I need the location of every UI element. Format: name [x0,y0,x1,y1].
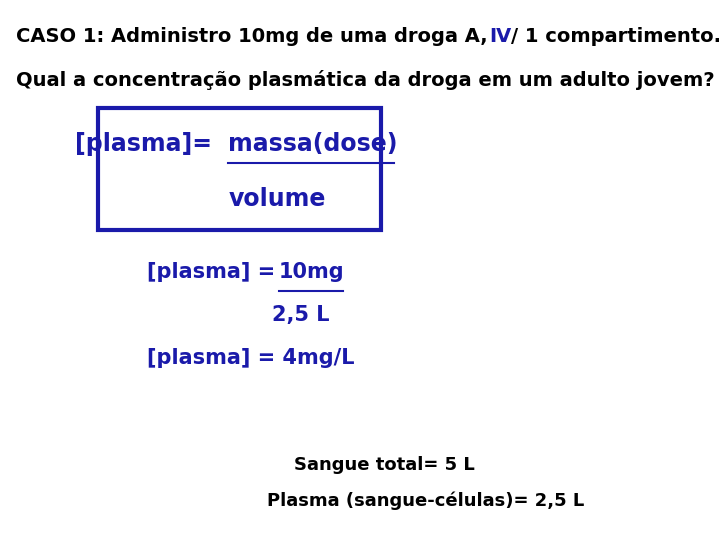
Text: [plasma] = 4mg/L: [plasma] = 4mg/L [147,348,354,368]
Text: volume: volume [229,187,326,211]
Text: 2,5 L: 2,5 L [272,305,330,325]
Text: CASO 1: Administro 10mg de uma droga A,: CASO 1: Administro 10mg de uma droga A, [17,27,501,46]
Text: IV: IV [489,27,511,46]
FancyBboxPatch shape [98,108,381,230]
Text: [plasma]=: [plasma]= [75,132,228,157]
Text: 10mg: 10mg [279,262,345,282]
Text: Sangue total= 5 L: Sangue total= 5 L [294,456,474,474]
Text: massa(dose): massa(dose) [228,132,398,157]
Text: [plasma] =: [plasma] = [147,262,282,282]
Text: Plasma (sangue-células)= 2,5 L: Plasma (sangue-células)= 2,5 L [266,491,584,510]
Text: / 1 compartimento.: / 1 compartimento. [511,27,720,46]
Text: Qual a concentração plasmática da droga em um adulto jovem?: Qual a concentração plasmática da droga … [17,70,715,90]
